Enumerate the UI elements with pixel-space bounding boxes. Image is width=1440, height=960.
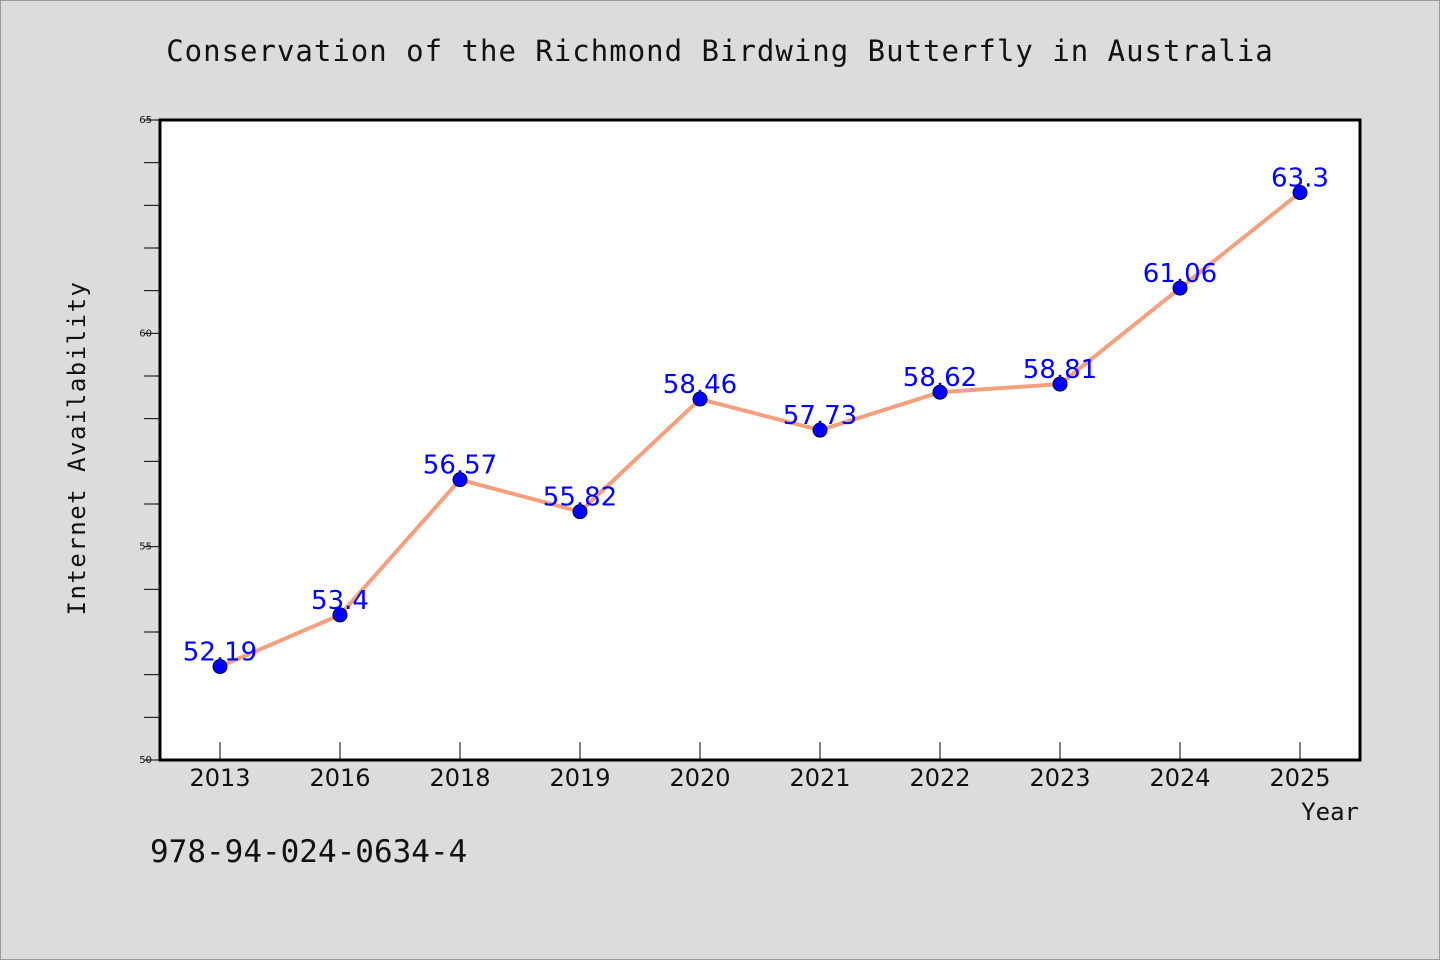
data-point	[452, 472, 468, 488]
data-label: 63.3	[1271, 164, 1329, 194]
data-point	[812, 422, 828, 438]
data-point	[1172, 280, 1188, 296]
x-tick-label: 2024	[1149, 764, 1210, 792]
data-label: 58.81	[1023, 355, 1097, 385]
data-point	[212, 659, 228, 675]
isbn-text: 978-94-024-0634-4	[150, 834, 468, 870]
data-point	[1292, 185, 1308, 201]
data-label: 56.57	[423, 451, 497, 481]
x-tick-label: 2013	[189, 764, 250, 792]
data-label: 55.82	[543, 483, 617, 513]
data-label: 52.19	[183, 638, 257, 668]
x-tick-label: 2016	[309, 764, 370, 792]
chart-title: Conservation of the Richmond Birdwing Bu…	[166, 34, 1274, 68]
x-tick-label: 2018	[429, 764, 490, 792]
data-labels: 52.19 53.4 56.57 55.82 58.46 57.73 58.62 58.81 6…	[183, 164, 1329, 668]
series-markers	[212, 185, 1308, 675]
data-label: 58.62	[903, 363, 977, 393]
data-point	[332, 607, 348, 623]
data-point	[1052, 376, 1068, 392]
y-tick-label: 50	[139, 755, 152, 766]
y-axis-label: Internet Availability	[63, 281, 91, 616]
x-tick-label: 2025	[1269, 764, 1330, 792]
x-tick-label: 2023	[1029, 764, 1090, 792]
data-point	[932, 384, 948, 400]
y-tick-label: 65	[139, 115, 152, 126]
plot-area	[158, 118, 1362, 762]
x-tick-label: 2021	[789, 764, 850, 792]
y-tick-label: 60	[139, 328, 152, 339]
x-tick-label: 2022	[909, 764, 970, 792]
data-point	[572, 504, 588, 520]
data-label: 58.46	[663, 370, 737, 400]
data-label: 53.4	[311, 586, 369, 616]
data-label: 57.73	[783, 401, 857, 431]
x-axis-label: Year	[1301, 798, 1359, 826]
x-tick-label: 2019	[549, 764, 610, 792]
data-label: 61.06	[1143, 259, 1217, 289]
data-point	[692, 391, 708, 407]
y-axis: 50 55 60 65	[139, 115, 160, 766]
y-tick-label: 55	[139, 542, 152, 553]
series-line	[219, 190, 1302, 669]
x-axis: 2013 2016 2018 2019 2020 2021 2022 2023 2024 2025	[189, 742, 1331, 792]
x-tick-label: 2020	[669, 764, 730, 792]
